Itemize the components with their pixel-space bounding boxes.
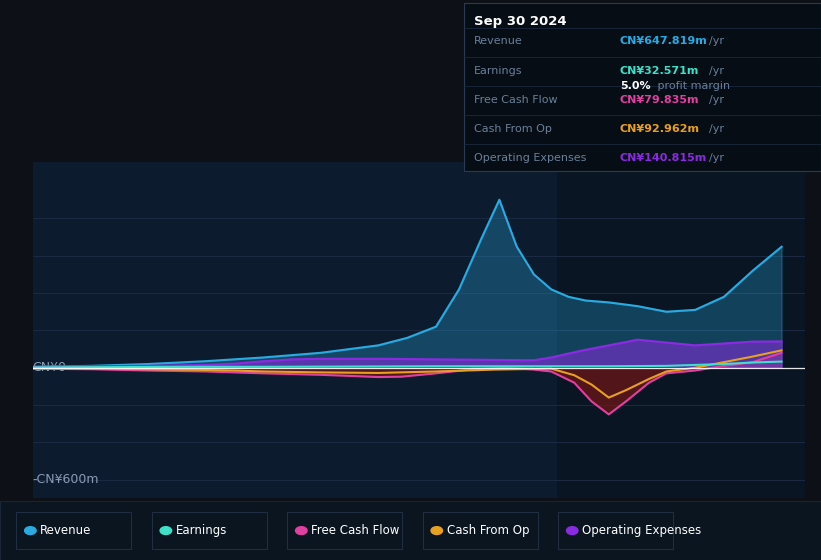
Text: Operating Expenses: Operating Expenses	[582, 524, 701, 537]
Text: CN¥647.819m: CN¥647.819m	[620, 36, 708, 46]
Text: /yr: /yr	[709, 124, 723, 134]
Text: CN¥79.835m: CN¥79.835m	[620, 95, 699, 105]
Text: Earnings: Earnings	[176, 524, 227, 537]
Text: Revenue: Revenue	[40, 524, 92, 537]
Text: /yr: /yr	[709, 153, 723, 163]
Bar	[557, 162, 805, 498]
Text: profit margin: profit margin	[654, 81, 731, 91]
Text: CN¥0: CN¥0	[32, 361, 66, 374]
Text: /yr: /yr	[709, 36, 723, 46]
Text: Cash From Op: Cash From Op	[474, 124, 552, 134]
Text: CN¥140.815m: CN¥140.815m	[620, 153, 707, 163]
Text: CN¥32.571m: CN¥32.571m	[620, 66, 699, 76]
Text: Revenue: Revenue	[474, 36, 522, 46]
Text: /yr: /yr	[709, 66, 723, 76]
Text: Sep 30 2024: Sep 30 2024	[474, 15, 566, 28]
Text: /yr: /yr	[709, 95, 723, 105]
Text: 5.0%: 5.0%	[620, 81, 650, 91]
Text: Cash From Op: Cash From Op	[447, 524, 529, 537]
Text: -CN¥600m: -CN¥600m	[32, 473, 99, 486]
Text: CN¥1b: CN¥1b	[32, 136, 74, 149]
Text: Earnings: Earnings	[474, 66, 522, 76]
Text: Free Cash Flow: Free Cash Flow	[311, 524, 400, 537]
Text: Operating Expenses: Operating Expenses	[474, 153, 586, 163]
Text: CN¥92.962m: CN¥92.962m	[620, 124, 699, 134]
Text: Free Cash Flow: Free Cash Flow	[474, 95, 557, 105]
